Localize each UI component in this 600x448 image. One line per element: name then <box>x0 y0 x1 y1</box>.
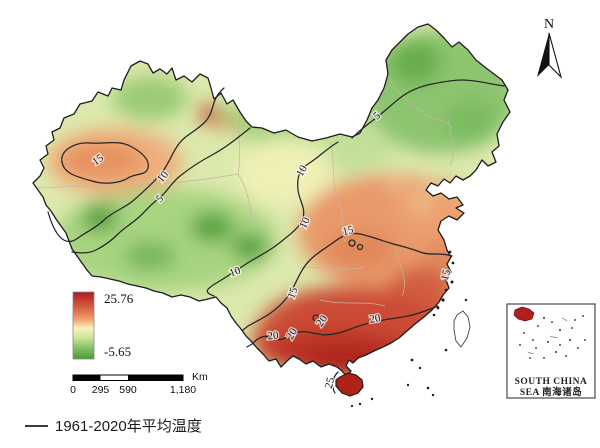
scale-tick-0: 0 <box>70 384 76 396</box>
inset-hainan <box>513 306 535 322</box>
inset-islands <box>518 314 586 359</box>
china-outline <box>32 23 511 378</box>
south-china-sea-inset: SOUTH CHINA SEA 南海诸岛 <box>506 303 596 399</box>
north-arrow-label: N <box>544 17 554 32</box>
north-arrow: N <box>537 17 563 79</box>
temperature-contours <box>47 79 505 394</box>
hainan-island <box>335 372 364 397</box>
taiwan-outline <box>453 310 471 348</box>
contour-label: 15 <box>439 268 454 282</box>
contour-label: 20 <box>369 312 382 326</box>
contour-label: 20 <box>267 329 280 342</box>
coastal-islands <box>350 250 468 408</box>
north-arrow-left-half <box>537 33 549 77</box>
contour-label: 25 <box>323 376 338 390</box>
legend-max-value: 25.76 <box>104 291 134 306</box>
caption-legend: 1961-2020年平均温度 <box>25 418 202 435</box>
scale-tick-1180: 1,180 <box>170 384 196 396</box>
scale-unit: Km <box>192 371 208 383</box>
contour-label: 15 <box>341 224 355 239</box>
inset-title-line2: SEA 南海诸岛 <box>520 386 582 398</box>
north-arrow-right-half <box>548 32 563 79</box>
caption-label: 1961-2020年平均温度 <box>55 418 202 435</box>
color-ramp-legend: 25.76 -5.65 <box>72 291 134 360</box>
scale-bar: 0 295 590 1,180 Km <box>70 371 208 396</box>
china-temperature-surface <box>33 24 510 377</box>
province-borders <box>37 75 454 307</box>
scale-tick-590: 590 <box>119 384 137 396</box>
inset-title-line1: SOUTH CHINA <box>515 377 588 387</box>
color-ramp <box>72 291 95 360</box>
legend-min-value: -5.65 <box>104 344 131 359</box>
scale-tick-295: 295 <box>92 384 110 396</box>
